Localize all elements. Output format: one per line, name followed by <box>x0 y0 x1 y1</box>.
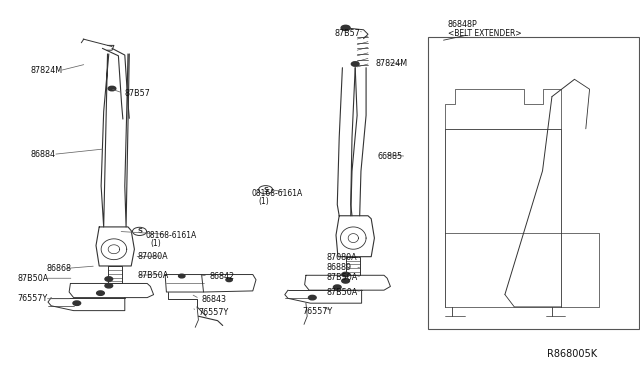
Text: 08168-6161A: 08168-6161A <box>252 189 303 198</box>
Circle shape <box>333 285 341 289</box>
Text: 86884: 86884 <box>31 150 56 159</box>
Text: 87B50A: 87B50A <box>326 288 358 296</box>
Text: 86868: 86868 <box>47 264 72 273</box>
Text: 76557Y: 76557Y <box>198 308 228 317</box>
Text: S: S <box>137 228 142 234</box>
Text: 66885: 66885 <box>378 152 403 161</box>
Circle shape <box>226 278 232 282</box>
Text: 86889: 86889 <box>326 263 351 272</box>
Circle shape <box>97 291 104 295</box>
Text: 87080A: 87080A <box>138 252 168 261</box>
Text: 08168-6161A: 08168-6161A <box>146 231 197 240</box>
Text: (1): (1) <box>150 239 161 248</box>
Text: 87824M: 87824M <box>31 66 63 75</box>
Text: 76557Y: 76557Y <box>17 294 47 303</box>
Text: 87B57: 87B57 <box>335 29 360 38</box>
Text: R868005K: R868005K <box>547 349 597 359</box>
Text: <BELT EXTENDER>: <BELT EXTENDER> <box>448 29 522 38</box>
Circle shape <box>351 62 359 66</box>
Text: 87824M: 87824M <box>376 60 408 68</box>
Text: (1): (1) <box>258 197 269 206</box>
Circle shape <box>342 279 349 283</box>
Text: 87B57: 87B57 <box>125 89 150 97</box>
Text: 86842: 86842 <box>210 272 235 280</box>
Circle shape <box>341 25 350 31</box>
Circle shape <box>105 277 113 281</box>
Circle shape <box>108 86 116 91</box>
Text: 87B50A: 87B50A <box>17 274 49 283</box>
Circle shape <box>342 272 349 277</box>
Text: 87080A: 87080A <box>326 253 357 262</box>
Text: 76557Y: 76557Y <box>303 307 333 316</box>
Text: 87B50A: 87B50A <box>138 271 169 280</box>
Text: 86843: 86843 <box>202 295 227 304</box>
Circle shape <box>179 274 185 278</box>
Circle shape <box>105 283 113 288</box>
Circle shape <box>308 295 316 300</box>
Text: 86848P: 86848P <box>448 20 477 29</box>
Circle shape <box>73 301 81 305</box>
Text: S: S <box>263 187 268 193</box>
Text: 87B50A: 87B50A <box>326 273 358 282</box>
Bar <box>428 37 639 329</box>
